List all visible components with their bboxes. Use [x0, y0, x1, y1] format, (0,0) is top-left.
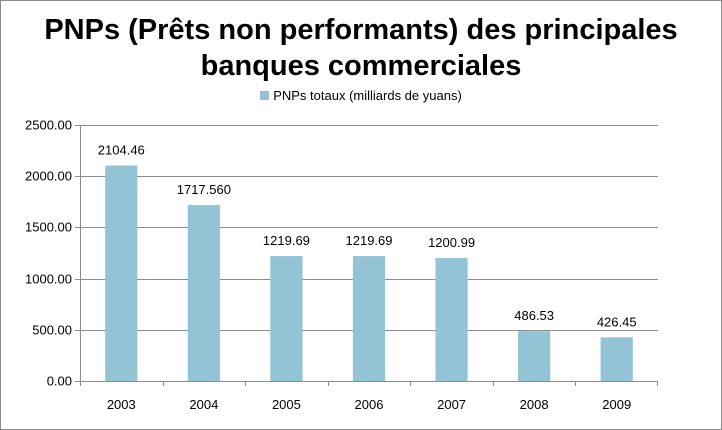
chart-title-line-2: banques commerciales: [200, 50, 522, 82]
legend-label: PNPs totaux (milliards de yuans): [273, 88, 462, 103]
x-tick-label: 2009: [602, 397, 631, 412]
y-tick-label: 0.00: [47, 374, 72, 389]
x-tick-label: 2004: [189, 397, 218, 412]
data-label: 1219.69: [346, 233, 393, 248]
legend-swatch: [260, 91, 270, 100]
data-label: 486.53: [514, 308, 554, 323]
chart-title-line-1: PNPs (Prêts non performants) des princip…: [44, 14, 678, 46]
x-tick-label: 2007: [437, 397, 466, 412]
bar: [352, 256, 386, 381]
y-tick-label: 500.00: [32, 323, 72, 338]
data-label: 1200.99: [428, 235, 475, 250]
data-label: 1717.560: [177, 182, 231, 197]
bar: [270, 256, 303, 381]
bar: [187, 205, 220, 381]
bar: [435, 258, 468, 381]
y-tick-label: 1000.00: [25, 272, 72, 287]
y-tick-label: 2000.00: [25, 169, 72, 184]
x-tick-label: 2005: [272, 397, 301, 412]
data-label: 1219.69: [263, 233, 310, 248]
data-label: 426.45: [597, 314, 637, 329]
y-tick-label: 2500.00: [25, 118, 72, 133]
bar: [518, 331, 551, 381]
x-tick-label: 2006: [355, 397, 384, 412]
bar: [105, 165, 138, 381]
y-tick-label: 1500.00: [25, 220, 72, 235]
x-tick-label: 2008: [520, 397, 549, 412]
bar: [600, 337, 633, 381]
data-label: 2104.46: [98, 143, 145, 158]
chart-legend: PNPs totaux (milliards de yuans): [0, 88, 722, 103]
x-tick-label: 2003: [107, 397, 136, 412]
chart-title: PNPs (Prêts non performants) des princip…: [0, 12, 722, 84]
